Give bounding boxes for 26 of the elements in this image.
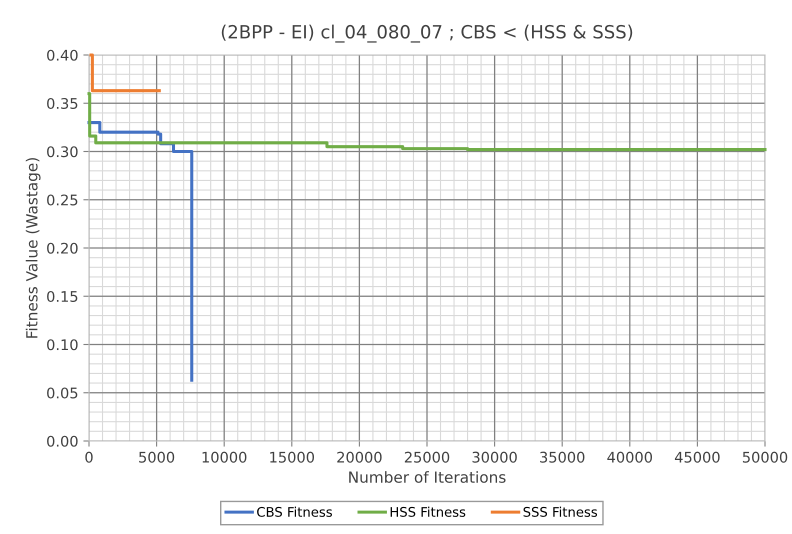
x-tick-label: 25000 — [404, 452, 450, 463]
y-tick-label: 0.10 — [47, 339, 78, 350]
legend-label: SSS Fitness — [524, 506, 598, 517]
y-tick-label: 0.15 — [47, 290, 78, 302]
x-tick-label: 15000 — [270, 452, 314, 463]
x-axis-title: Number of Iterations — [349, 471, 506, 483]
x-tick-label: 5000 — [139, 452, 174, 463]
y-tick-label: 0.25 — [47, 194, 78, 206]
legend-label: CBS Fitness — [257, 506, 332, 517]
x-tick-label: 30000 — [472, 452, 517, 463]
y-tick-label: 0.35 — [47, 98, 78, 109]
x-tick-label: 45000 — [674, 452, 720, 463]
y-tick-label: 0.30 — [47, 146, 78, 158]
x-tick-label: 35000 — [540, 452, 584, 463]
x-tick-label: 20000 — [337, 452, 382, 463]
y-tick-label: 0.40 — [47, 50, 78, 61]
y-axis-title: Fitness Value (Wastage) — [26, 158, 41, 338]
x-tick-label: 50000 — [742, 452, 788, 463]
y-tick-label: 0.05 — [47, 387, 78, 398]
y-tick-label: 0.20 — [47, 242, 78, 254]
chart-title: (2BPP - EI) cl_04_080_07 ; CBS < (HSS & SSS) — [222, 24, 632, 43]
x-tick-label: 40000 — [607, 452, 652, 463]
legend-label: HSS Fitness — [390, 506, 466, 517]
x-tick-label: 0 — [85, 452, 93, 463]
y-tick-label: 0.00 — [47, 436, 78, 447]
x-tick-label: 10000 — [202, 452, 246, 463]
